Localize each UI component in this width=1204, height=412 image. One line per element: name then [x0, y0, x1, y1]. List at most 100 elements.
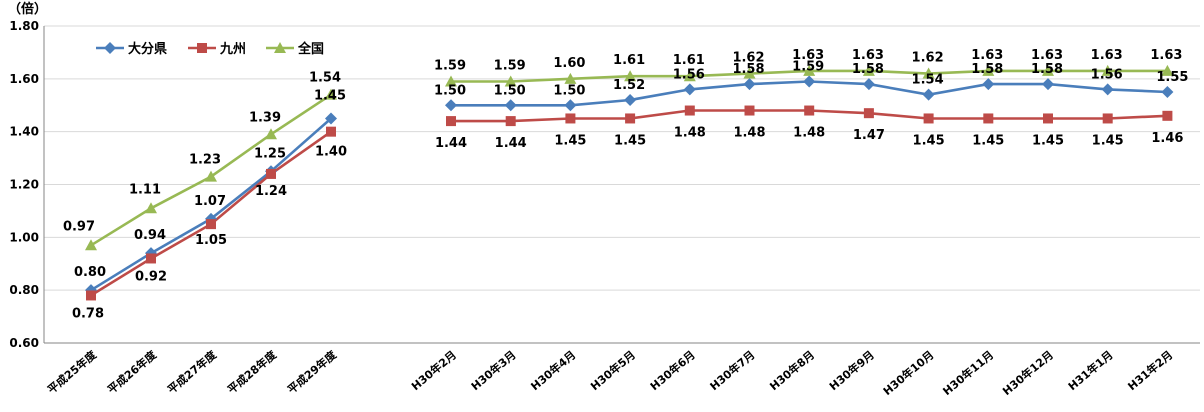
data-label: 1.45 — [314, 88, 346, 103]
x-tick-label: H31年2月 — [1125, 348, 1175, 394]
data-point-marker — [684, 105, 695, 116]
data-label: 1.50 — [494, 83, 526, 98]
data-label: 1.47 — [853, 128, 885, 143]
x-tick-label: H30年7月 — [707, 348, 757, 394]
data-label: 1.52 — [613, 78, 645, 93]
legend-label: 九州 — [219, 42, 246, 57]
data-point-marker — [744, 105, 755, 116]
data-point-marker — [505, 116, 516, 127]
data-point-marker — [803, 64, 816, 76]
data-labels: 0.80 0.94 1.07 1.25 1.45 1.50 1.50 1.50 1.52 1.56… — [63, 48, 1188, 322]
data-label: 0.97 — [63, 219, 95, 234]
series-markers — [85, 64, 1174, 301]
legend-item-全国: 全国 — [266, 41, 324, 57]
x-tick-label: H30年12月 — [1000, 348, 1056, 398]
x-tick-label: H30年8月 — [767, 348, 817, 394]
data-label: 0.94 — [134, 228, 166, 243]
data-label: 1.46 — [1151, 131, 1183, 146]
data-label: 1.63 — [852, 48, 884, 63]
data-label: 1.05 — [195, 233, 227, 248]
data-label: 1.48 — [674, 126, 706, 141]
data-label: 1.23 — [189, 153, 221, 168]
data-label: 1.45 — [913, 133, 945, 148]
data-label: 1.62 — [732, 51, 764, 66]
data-point-marker — [1042, 64, 1054, 76]
data-label: 1.62 — [912, 51, 944, 66]
y-tick-label: 0.60 — [9, 336, 39, 350]
data-label: 1.56 — [673, 67, 705, 82]
data-point-marker — [504, 99, 517, 112]
data-point-marker — [146, 253, 156, 264]
data-point-marker — [265, 128, 277, 140]
data-point-marker — [743, 67, 756, 79]
data-point-marker — [1102, 113, 1113, 124]
data-point-marker — [1042, 78, 1054, 91]
data-point-marker — [983, 113, 994, 124]
data-point-marker — [326, 126, 336, 137]
x-tick-label: H30年11月 — [940, 348, 996, 398]
data-label: 1.61 — [673, 53, 705, 68]
data-point-marker — [325, 112, 337, 125]
data-label: 1.48 — [733, 126, 765, 141]
data-point-marker — [683, 70, 696, 82]
data-point-marker — [1162, 110, 1173, 121]
data-point-marker — [1161, 64, 1174, 76]
data-label: 1.63 — [1031, 48, 1063, 63]
data-label: 1.59 — [792, 59, 824, 74]
x-tick-label: H30年2月 — [408, 348, 458, 394]
data-label: 1.63 — [971, 48, 1003, 63]
data-label: 1.55 — [1156, 70, 1188, 85]
data-label: 1.58 — [852, 62, 884, 77]
x-tick-label: H31年1月 — [1065, 348, 1115, 394]
data-point-marker — [624, 93, 637, 106]
data-label: 1.61 — [613, 53, 645, 68]
x-tick-labels: 平成25年度 平成26年度 平成27年度 平成28年度 平成29年度 H30年2月 H30年… — [44, 347, 1175, 398]
data-label: 1.45 — [1092, 133, 1124, 148]
data-label: 1.58 — [1031, 62, 1063, 77]
data-point-marker — [1161, 86, 1174, 99]
data-point-marker — [862, 64, 875, 76]
legend-marker — [197, 43, 207, 53]
data-point-marker — [1101, 64, 1114, 76]
data-point-marker — [922, 67, 935, 79]
y-tick-label: 1.20 — [9, 178, 39, 192]
x-tick-label: H30年3月 — [468, 348, 518, 394]
data-point-marker — [1043, 113, 1053, 124]
data-label: 1.63 — [1150, 48, 1182, 63]
data-label: 0.92 — [135, 269, 167, 284]
data-point-marker — [923, 113, 934, 124]
x-tick-label: H30年9月 — [826, 348, 876, 394]
data-label: 1.63 — [792, 48, 824, 63]
x-tick-label: 平成29年度 — [284, 347, 339, 396]
x-tick-label: 平成26年度 — [104, 347, 159, 396]
data-label: 1.54 — [309, 71, 341, 86]
x-tick-label: H30年10月 — [880, 348, 936, 398]
x-tick-label: 平成27年度 — [164, 347, 219, 396]
data-point-marker — [86, 290, 96, 301]
data-label: 0.80 — [74, 265, 106, 280]
data-label: 1.59 — [494, 58, 526, 73]
x-tick-label: 平成25年度 — [44, 347, 99, 396]
data-point-marker — [266, 168, 276, 179]
axes — [43, 26, 1200, 344]
data-label: 1.11 — [129, 182, 161, 197]
data-point-marker — [325, 88, 337, 100]
y-tick-label: 1.60 — [9, 72, 39, 86]
data-label: 1.59 — [434, 58, 466, 73]
data-label: 1.44 — [435, 136, 467, 151]
data-label: 1.63 — [1091, 48, 1123, 63]
data-label: 1.50 — [434, 83, 466, 98]
data-label: 1.45 — [554, 133, 586, 148]
data-label: 1.45 — [972, 133, 1004, 148]
data-point-marker — [206, 219, 216, 230]
data-point-marker — [982, 64, 995, 76]
data-label: 1.50 — [553, 83, 585, 98]
data-point-marker — [1101, 83, 1114, 96]
data-point-marker — [85, 239, 97, 251]
x-tick-label: 平成28年度 — [224, 347, 279, 396]
legend-label: 大分県 — [128, 41, 167, 57]
legend-marker — [274, 42, 286, 53]
x-tick-label: H30年4月 — [528, 348, 578, 394]
